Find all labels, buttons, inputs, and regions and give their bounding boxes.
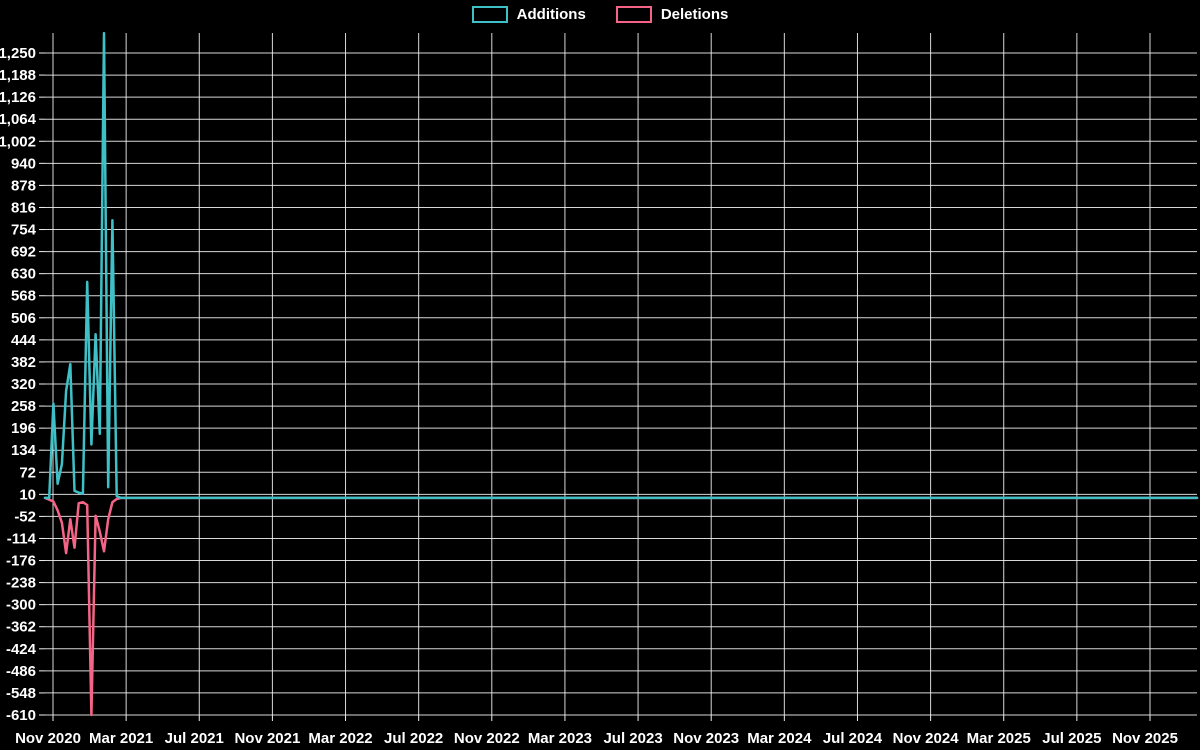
legend-label-deletions: Deletions (660, 6, 729, 23)
x-tick-label: Jul 2024 (823, 730, 883, 747)
x-axis-labels: Nov 2020 Mar 2021 Jul 2021 Nov 2021 Mar 2022… (15, 730, 1178, 747)
y-tick-label: -548 (6, 685, 36, 702)
y-tick-label: -176 (6, 553, 36, 570)
y-tick-label: -424 (6, 641, 37, 658)
y-tick-label: 10 (19, 486, 36, 503)
deletions-swatch-icon (615, 6, 652, 23)
y-gridlines (39, 52, 1197, 716)
y-tick-label: -486 (6, 663, 36, 680)
y-tick-label: 878 (11, 177, 36, 194)
x-tick-label: Nov 2020 (15, 730, 81, 747)
y-tick-label: -362 (6, 619, 36, 636)
y-tick-label: 444 (11, 332, 37, 349)
x-tick-label: Jul 2025 (1042, 730, 1101, 747)
y-axis-labels: 1,250 1,188 1,126 1,064 1,002 940 878 816 754 692… (0, 45, 37, 724)
y-tick-label: -300 (6, 597, 36, 614)
y-tick-label: 1,250 (0, 45, 36, 62)
additions-line (43, 31, 1199, 500)
x-tick-label: Nov 2022 (454, 730, 520, 747)
x-tick-label: Nov 2021 (234, 730, 300, 747)
chart-legend: Additions Deletions (0, 6, 1200, 23)
x-tick-label: Mar 2025 (967, 730, 1031, 747)
legend-item-additions[interactable]: Additions (471, 6, 586, 23)
y-tick-label: 134 (11, 442, 37, 459)
y-tick-label: 258 (11, 398, 36, 415)
y-tick-label: 754 (11, 222, 37, 239)
legend-label-additions: Additions (516, 6, 586, 23)
y-tick-label: 506 (11, 310, 36, 327)
y-tick-label: 568 (11, 288, 36, 305)
x-tick-label: Mar 2023 (528, 730, 592, 747)
y-tick-label: 692 (11, 244, 36, 261)
y-tick-label: 1,126 (0, 89, 36, 106)
x-tick-label: Nov 2024 (893, 730, 960, 747)
y-tick-label: 1,064 (0, 111, 37, 128)
y-tick-label: 1,188 (0, 67, 36, 84)
x-tick-label: Nov 2025 (1112, 730, 1178, 747)
x-tick-label: Jul 2023 (603, 730, 662, 747)
y-tick-label: 630 (11, 266, 36, 283)
y-tick-label: -238 (6, 575, 36, 592)
y-tick-label: -52 (14, 508, 36, 525)
x-gridlines (52, 33, 1151, 721)
x-tick-label: Mar 2024 (747, 730, 812, 747)
y-tick-label: 196 (11, 420, 36, 437)
x-tick-label: Jul 2022 (384, 730, 443, 747)
y-tick-label: 1,002 (0, 133, 36, 150)
y-tick-label: 940 (11, 155, 36, 172)
deletions-line (43, 496, 1199, 717)
y-tick-label: 72 (19, 464, 36, 481)
y-tick-label: 320 (11, 376, 36, 393)
y-tick-label: -610 (6, 707, 36, 724)
x-tick-label: Jul 2021 (165, 730, 224, 747)
y-tick-label: -114 (7, 530, 37, 547)
legend-item-deletions[interactable]: Deletions (615, 6, 729, 23)
x-tick-label: Mar 2022 (308, 730, 372, 747)
x-tick-label: Nov 2023 (673, 730, 739, 747)
y-tick-label: 382 (11, 354, 36, 371)
y-tick-label: 816 (11, 199, 36, 216)
x-tick-label: Mar 2021 (89, 730, 153, 747)
additions-swatch-icon (471, 6, 508, 23)
